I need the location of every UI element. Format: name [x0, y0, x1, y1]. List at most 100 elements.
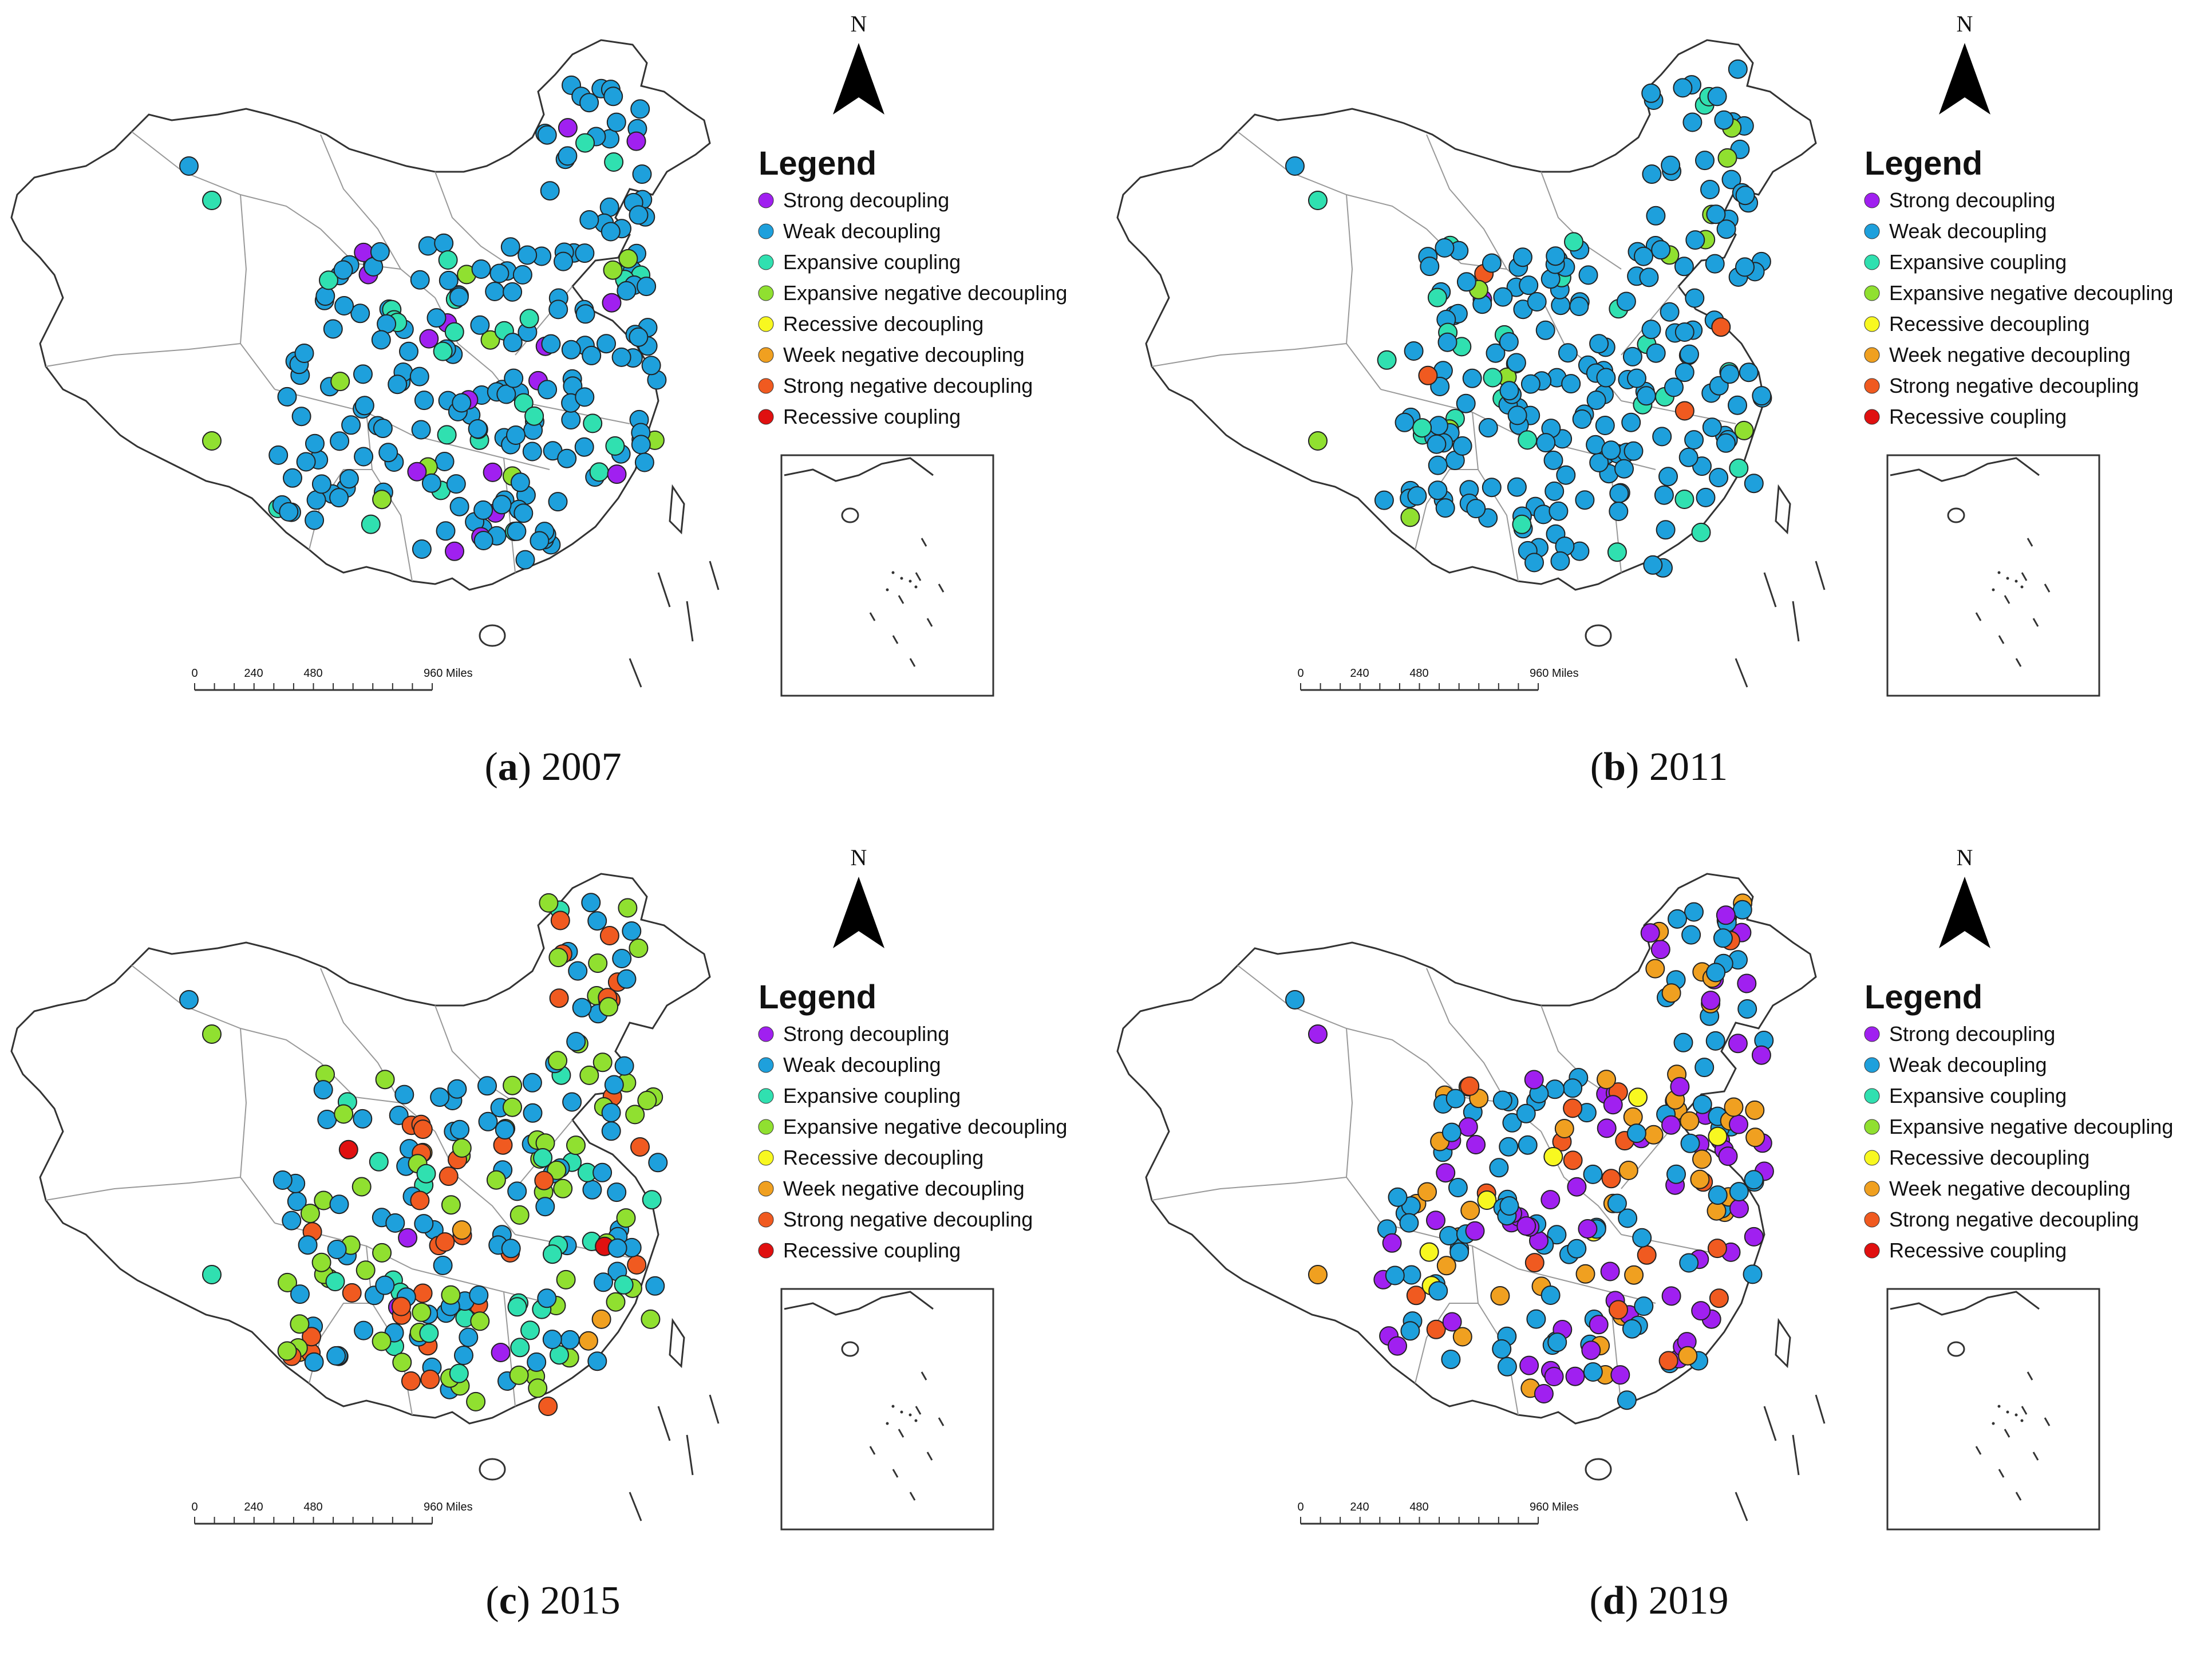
city-dot-week-negative-decoupling [1692, 1149, 1712, 1169]
city-dot-strong-negative-decoupling [1601, 1169, 1621, 1189]
scale-tick-label: 240 [244, 1501, 263, 1513]
coast-fragment [686, 1434, 694, 1476]
city-dot-weak-decoupling [1716, 433, 1736, 453]
city-dot-weak-decoupling [341, 415, 361, 435]
legend-swatch-expansive-negative-decoupling [758, 1119, 774, 1135]
city-dot-weak-decoupling [394, 1085, 414, 1105]
city-dot-weak-decoupling [1435, 498, 1455, 518]
city-dot-expansive-negative-decoupling [351, 1177, 372, 1197]
city-dot-weak-decoupling [330, 431, 350, 451]
city-dot-expansive-negative-decoupling [592, 1052, 613, 1072]
legend-label-weak-decoupling: Weak decoupling [783, 1053, 941, 1076]
city-dot-expansive-coupling [510, 1338, 530, 1358]
city-dot-weak-decoupling [1728, 59, 1748, 79]
legend-label-recessive-coupling: Recessive coupling [783, 405, 961, 428]
legend-label-weak-decoupling: Weak decoupling [1889, 1053, 2047, 1076]
city-dot-expansive-negative-decoupling [330, 372, 350, 392]
city-dot-strong-decoupling [1640, 923, 1660, 943]
city-dot-weak-decoupling [353, 364, 373, 384]
city-dot-weak-decoupling [473, 500, 493, 520]
city-dot-weak-decoupling [1679, 1253, 1699, 1273]
city-dot-expansive-coupling [543, 1244, 562, 1264]
city-dot-weak-decoupling [587, 911, 607, 931]
legend-label-recessive-coupling: Recessive coupling [1889, 405, 2067, 428]
legend-label-expansive-coupling: Expansive coupling [783, 250, 961, 274]
city-dot-week-negative-decoupling [1575, 1264, 1595, 1284]
city-dot-weak-decoupling [305, 433, 325, 454]
city-dot-weak-decoupling [1520, 374, 1540, 394]
city-dot-weak-decoupling [1547, 1225, 1567, 1245]
city-dot-expansive-negative-decoupling [606, 1292, 626, 1312]
city-dot-weak-decoupling [518, 245, 538, 265]
city-dot-weak-decoupling [1681, 925, 1701, 945]
city-dot-weak-decoupling [1729, 1182, 1749, 1202]
city-dot-weak-decoupling [614, 1056, 634, 1076]
city-dot-weak-decoupling [506, 425, 526, 445]
legend-swatch-recessive-coupling [1864, 409, 1880, 425]
city-dot-weak-decoupling [1682, 112, 1703, 132]
map-panel-c: N Legend Strong decoupling Weak decoupling E… [0, 834, 1106, 1667]
city-dot-strong-decoupling [1670, 1076, 1690, 1097]
city-dot-weak-decoupling [1680, 1133, 1700, 1153]
city-dot-weak-decoupling [1430, 377, 1450, 396]
city-dot-weak-decoupling [1427, 434, 1447, 454]
legend-swatch-week-negative-decoupling [758, 347, 774, 363]
city-dot-week-negative-decoupling [1661, 983, 1681, 1003]
city-dot-weak-decoupling [575, 304, 595, 324]
city-dot-weak-decoupling [1609, 483, 1629, 503]
legend-label-weak-decoupling: Weak decoupling [783, 219, 941, 243]
legend-swatch-expansive-coupling [758, 1088, 774, 1104]
city-dot-weak-decoupling [1618, 1208, 1638, 1228]
city-dot-strong-decoupling [1567, 1177, 1587, 1197]
city-dot-weak-decoupling [1616, 291, 1636, 311]
city-dot-strong-decoupling [1544, 1367, 1564, 1386]
legend-swatch-expansive-coupling [758, 254, 774, 270]
city-dot-strong-decoupling [419, 329, 439, 349]
city-dot-strong-decoupling [398, 1228, 418, 1248]
city-dot-expansive-coupling [614, 1275, 634, 1295]
city-dot-weak-decoupling [582, 1180, 602, 1200]
city-dot-weak-decoupling [632, 164, 652, 184]
city-dot-weak-decoupling [1643, 555, 1663, 575]
city-dot-weak-decoupling [1518, 1135, 1538, 1155]
city-dot-weak-decoupling [1482, 253, 1502, 273]
city-dot-weak-decoupling [1621, 412, 1641, 432]
city-dot-weak-decoupling [354, 447, 374, 467]
city-dot-weak-decoupling [294, 344, 314, 363]
city-dot-weak-decoupling [430, 1087, 450, 1107]
city-dot-weak-decoupling [1519, 275, 1539, 295]
north-label: N [1957, 11, 1973, 37]
scale-tick-label: 960 Miles [1530, 667, 1579, 680]
city-dot-weak-decoupling [1685, 288, 1705, 308]
city-dot-strong-negative-decoupling [1711, 317, 1731, 337]
city-dot-weak-decoupling [477, 1076, 497, 1096]
city-dot-weak-decoupling [1639, 267, 1659, 287]
north-arrow-icon [833, 877, 884, 948]
city-dot-weak-decoupling [311, 474, 331, 494]
city-dot-weak-decoupling [305, 510, 325, 530]
city-dot-weak-decoupling [1563, 1078, 1583, 1098]
city-dot-strong-decoupling [1650, 940, 1670, 960]
legend-label-expansive-coupling: Expansive coupling [783, 1084, 961, 1107]
city-dot-weak-decoupling [449, 287, 469, 307]
city-dot-strong-decoupling [1718, 1146, 1738, 1166]
legend-swatch-weak-decoupling [758, 223, 774, 239]
caption-year: 2007 [541, 745, 622, 789]
city-dot-weak-decoupling [1540, 1285, 1561, 1305]
city-dot-weak-decoupling [447, 1079, 467, 1099]
city-dot-expansive-negative-decoupling [372, 1331, 392, 1351]
legend-label-strong-decoupling: Strong decoupling [783, 188, 949, 212]
city-dot-weak-decoupling [1437, 332, 1457, 352]
city-dot-weak-decoupling [1601, 440, 1621, 460]
city-dot-strong-negative-decoupling [599, 926, 619, 945]
city-dot-expansive-negative-decoupling [1717, 148, 1737, 168]
city-dot-expansive-coupling [575, 133, 595, 153]
city-dot-strong-decoupling [1737, 973, 1757, 993]
city-dot-expansive-coupling [520, 1320, 540, 1340]
city-dot-weak-decoupling [1526, 1309, 1546, 1329]
city-dot-week-negative-decoupling [1597, 1070, 1616, 1090]
city-dot-strong-decoupling [1661, 1286, 1681, 1306]
city-dot-weak-decoupling [1482, 478, 1502, 498]
taiwan-outline [669, 484, 685, 535]
city-dot-weak-decoupling [1507, 405, 1527, 425]
